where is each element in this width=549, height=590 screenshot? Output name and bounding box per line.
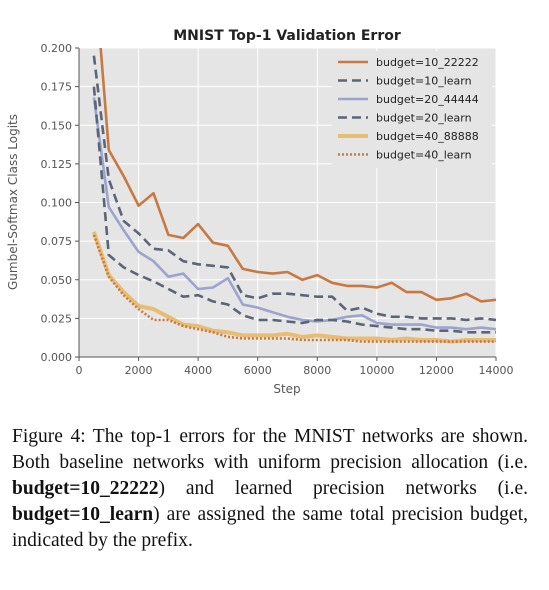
legend-label: budget=40_learn bbox=[376, 149, 472, 162]
y-tick-label: 0.100 bbox=[41, 197, 73, 210]
series-line-budget-40-88888 bbox=[92, 231, 496, 344]
chart-title: MNIST Top-1 Validation Error bbox=[173, 28, 401, 44]
chart-figure: 0 2000 4000 6000 8000 10000 12000 14000 0.000 0.0… bbox=[6, 28, 514, 396]
caption-text-3: ) are assigned the same total precision … bbox=[12, 504, 528, 551]
series-line-budget-10-learn bbox=[92, 55, 496, 322]
x-tick-label: 6000 bbox=[244, 364, 272, 377]
caption-text-1: Figure 4: The top-1 errors for the MNIST… bbox=[12, 426, 528, 473]
figure-caption: Figure 4: The top-1 errors for the MNIST… bbox=[12, 424, 528, 554]
series-lines bbox=[92, 48, 496, 344]
y-tick-label: 0.050 bbox=[41, 274, 73, 287]
series-line-budget-10-22222 bbox=[99, 48, 496, 303]
legend-label: budget=10_learn bbox=[376, 75, 472, 88]
x-tick-label: 12000 bbox=[419, 364, 454, 377]
x-tick-label: 2000 bbox=[125, 364, 153, 377]
caption-text-2: ) and learned precision networks (i.e. bbox=[158, 478, 528, 499]
y-tick-label: 0.200 bbox=[41, 42, 73, 55]
caption-bold-baseline: budget=10_22222 bbox=[12, 478, 159, 499]
y-tick-label: 0.000 bbox=[41, 351, 73, 364]
legend-label: budget=40_88888 bbox=[376, 130, 479, 143]
series-line-budget-20-learn bbox=[92, 86, 496, 334]
x-tick-label: 0 bbox=[76, 364, 83, 377]
caption-bold-learned: budget=10_learn bbox=[12, 504, 154, 525]
y-tick-label: 0.175 bbox=[41, 81, 73, 94]
y-tick-label: 0.125 bbox=[41, 158, 73, 171]
legend-box bbox=[332, 51, 492, 168]
x-tick-label: 14000 bbox=[479, 364, 514, 377]
y-tick-label: 0.025 bbox=[41, 312, 73, 325]
legend: budget=10_22222 budget=10_learn budget=20_… bbox=[332, 51, 492, 168]
legend-label: budget=20_learn bbox=[376, 112, 472, 125]
x-axis-label: Step bbox=[273, 382, 300, 396]
y-tick-label: 0.150 bbox=[41, 119, 73, 132]
legend-label: budget=10_22222 bbox=[376, 56, 479, 69]
legend-label: budget=20_44444 bbox=[376, 93, 479, 106]
x-tick-label: 8000 bbox=[303, 364, 331, 377]
y-axis-label: Gumbel-Softmax Class Logits bbox=[6, 114, 20, 290]
chart-svg: 0 2000 4000 6000 8000 10000 12000 14000 0.000 0.0… bbox=[6, 28, 514, 396]
x-tick-label: 4000 bbox=[184, 364, 212, 377]
y-tick-label: 0.075 bbox=[41, 235, 73, 248]
series-line-budget-20-44444 bbox=[92, 97, 496, 331]
axes: 0 2000 4000 6000 8000 10000 12000 14000 0.000 0.0… bbox=[41, 42, 514, 377]
series-line-budget-40-learn bbox=[92, 234, 496, 343]
x-tick-label: 10000 bbox=[359, 364, 394, 377]
